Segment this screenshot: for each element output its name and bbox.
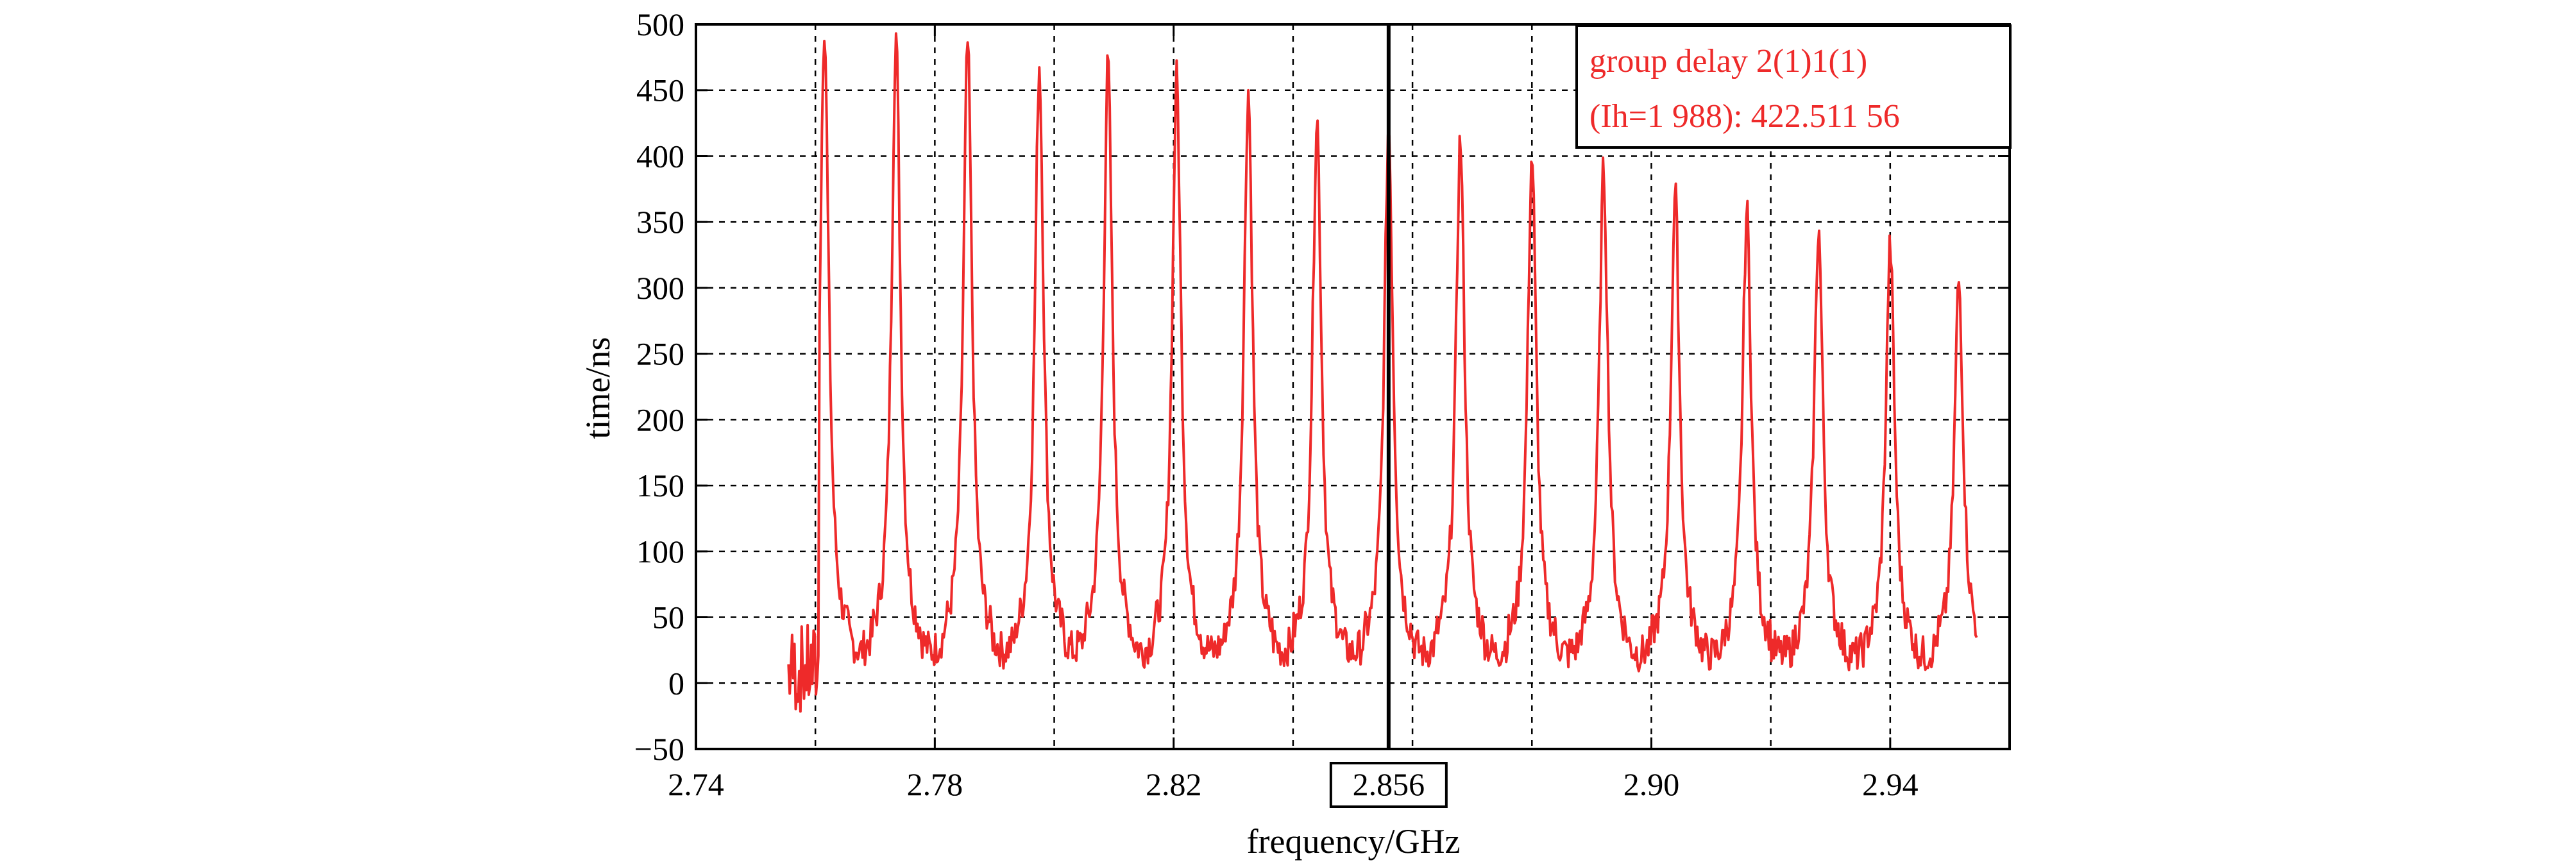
y-tick-label: 0 xyxy=(668,665,684,701)
legend-line-2: (Ih=1 988): 422.511 56 xyxy=(1589,98,1900,135)
y-tick-label: 50 xyxy=(652,600,684,636)
y-tick-label: 400 xyxy=(636,138,684,174)
y-tick-label: 300 xyxy=(636,270,684,306)
x-tick-label: 2.90 xyxy=(1623,766,1680,802)
y-tick-label: 450 xyxy=(636,72,684,108)
y-tick-label: 100 xyxy=(636,534,684,569)
series-line xyxy=(787,32,1978,713)
y-tick-label: 150 xyxy=(636,467,684,503)
legend-frame xyxy=(1575,24,2012,149)
legend-box: group delay 2(1)1(1) (Ih=1 988): 422.511… xyxy=(1575,24,2012,149)
x-tick-label: 2.82 xyxy=(1146,766,1202,802)
y-tick-label: −50 xyxy=(634,731,684,767)
x-tick-label: 2.74 xyxy=(668,766,724,802)
highlighted-tick-box xyxy=(1329,762,1448,808)
x-tick-label: 2.78 xyxy=(907,766,963,802)
y-tick-label: 200 xyxy=(636,401,684,437)
plot-frame xyxy=(695,23,2011,750)
x-tick-labels: 2.74 2.78 2.82 2.856 2.90 2.94 xyxy=(668,762,1919,808)
x-tick-label: 2.94 xyxy=(1862,766,1919,802)
legend-line-1: group delay 2(1)1(1) xyxy=(1589,43,1867,80)
x-axis-title: frequency/GHz xyxy=(1247,822,1461,861)
y-tick-label: 350 xyxy=(636,204,684,240)
x-tick-label: 2.856 xyxy=(1353,766,1425,802)
y-tick-label: 250 xyxy=(636,336,684,372)
y-axis-title: time/ns xyxy=(579,337,617,439)
y-tick-label: 500 xyxy=(636,6,684,42)
